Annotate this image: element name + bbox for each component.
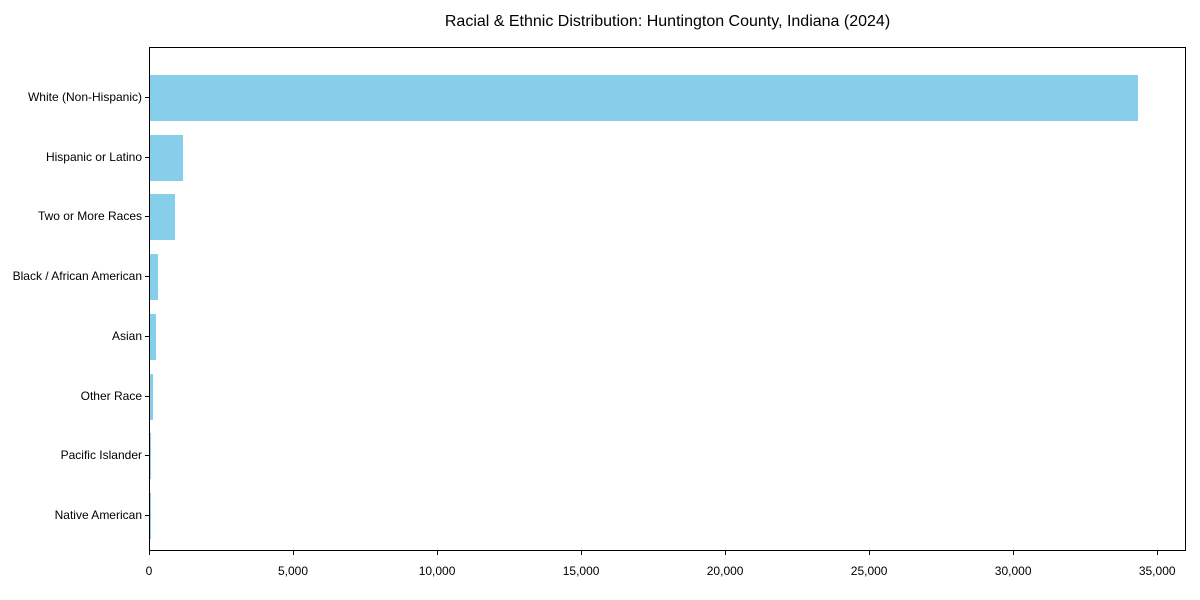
y-axis-label-hispanic-or-latino: Hispanic or Latino [45, 149, 142, 164]
y-tick-mark [145, 514, 149, 516]
y-tick-mark [145, 97, 149, 98]
bar-two-or-more-races [150, 194, 176, 241]
x-axis-tick-label: 25,000 [850, 564, 888, 578]
bar-asian [150, 313, 157, 360]
y-axis-label-native-american: Native American [54, 507, 142, 522]
x-axis-tick-label: 5,000 [278, 564, 309, 578]
x-axis-tick-label: 10,000 [418, 564, 456, 578]
y-axis-label-other-race: Other Race [80, 388, 142, 403]
x-axis-tick-label: 20,000 [706, 564, 744, 578]
x-axis-tick-label: 15,000 [562, 564, 600, 578]
y-axis-label-black-african-american: Black / African American [12, 269, 142, 284]
y-axis-label-pacific-islander: Pacific Islander [60, 448, 142, 463]
x-axis-tick-label: 0 [145, 564, 153, 578]
bar-other-race [150, 373, 154, 420]
x-tick-mark [1157, 551, 1159, 555]
plot-area [149, 47, 1186, 551]
y-tick-mark [145, 335, 149, 337]
y-tick-mark [145, 455, 149, 457]
chart-title: Racial & Ethnic Distribution: Huntington… [444, 13, 891, 30]
x-tick-mark [149, 551, 150, 555]
x-axis-tick-label: 35,000 [1138, 564, 1176, 578]
bar-pacific-islander [150, 433, 151, 480]
bar-white-non-hispanic [150, 75, 1139, 121]
x-tick-mark [725, 551, 727, 555]
y-tick-mark [145, 395, 149, 397]
y-axis-label-asian: Asian [111, 328, 142, 343]
x-tick-mark [437, 551, 439, 555]
y-axis-label-white-non-hispanic: White (Non-Hispanic) [27, 90, 142, 104]
bar-black-african-american [150, 254, 159, 301]
x-axis-tick-label: 30,000 [994, 564, 1032, 578]
x-tick-mark [581, 551, 583, 555]
y-axis-label-two-or-more-races: Two or More Races [37, 209, 142, 224]
y-tick-mark [145, 156, 149, 158]
x-tick-mark [1013, 551, 1015, 555]
y-tick-mark [145, 276, 149, 278]
y-tick-mark [145, 216, 149, 218]
bar-hispanic-or-latino [150, 134, 183, 181]
x-tick-mark [293, 551, 295, 555]
x-tick-mark [869, 551, 871, 555]
